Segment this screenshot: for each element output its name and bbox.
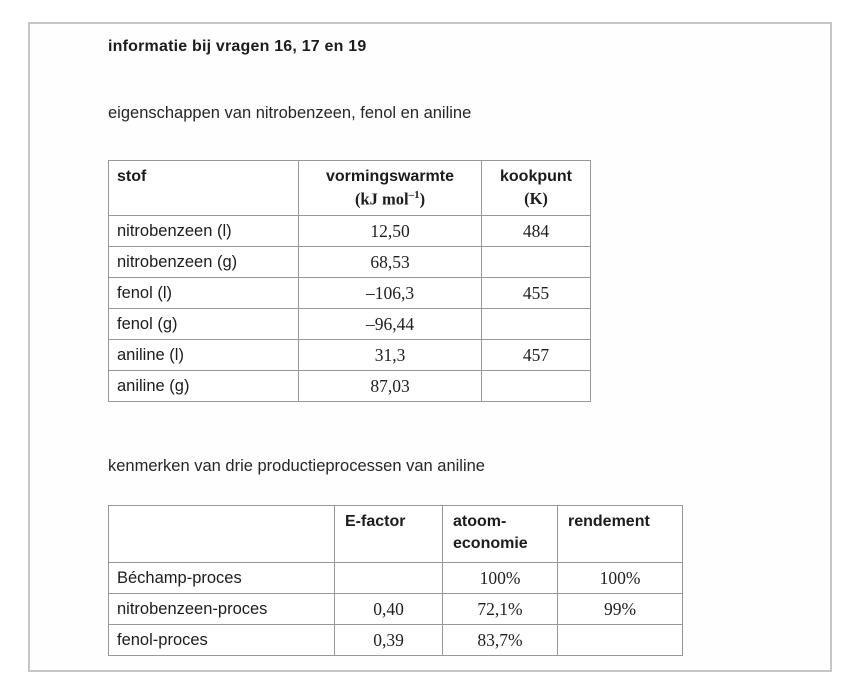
cell-proces: Béchamp-proces [108,562,335,594]
column-header-vormingswarmte: vormingswarmte (kJ mol–1) [298,160,482,216]
column-header-kookpunt: kookpunt (K) [481,160,591,216]
cell-kookpunt [481,308,591,340]
processes-table-caption: kenmerken van drie productieprocessen va… [108,457,485,475]
table-header-row: stof vormingswarmte (kJ mol–1) kookpunt … [108,160,591,216]
cell-rendement: 100% [557,562,683,594]
cell-atoom-economie: 83,7% [442,624,558,656]
cell-kookpunt [481,370,591,402]
table-row: nitrobenzeen (g) 68,53 [108,246,591,278]
cell-rendement [557,624,683,656]
properties-table: stof vormingswarmte (kJ mol–1) kookpunt … [108,160,591,402]
table-row: fenol-proces 0,39 83,7% [108,624,683,656]
column-header-atoom-economie: atoom- economie [442,505,558,563]
cell-vormingswarmte: 68,53 [298,246,482,278]
cell-proces: nitrobenzeen-proces [108,593,335,625]
cell-atoom-economie: 100% [442,562,558,594]
cell-kookpunt: 455 [481,277,591,309]
table-header-row: E-factor atoom- economie rendement [108,505,683,563]
cell-stof: fenol (g) [108,308,299,340]
table-row: fenol (g) –96,44 [108,308,591,340]
cell-proces: fenol-proces [108,624,335,656]
cell-vormingswarmte: 31,3 [298,339,482,371]
table-row: aniline (l) 31,3 457 [108,339,591,371]
cell-kookpunt: 484 [481,215,591,247]
vormingswarmte-unit: (kJ mol–1) [354,188,426,209]
vormingswarmte-label: vormingswarmte [325,168,455,185]
cell-stof: aniline (g) [108,370,299,402]
table-row: nitrobenzeen-proces 0,40 72,1% 99% [108,593,683,625]
cell-kookpunt: 457 [481,339,591,371]
processes-table: E-factor atoom- economie rendement Bécha… [108,505,683,656]
kookpunt-label: kookpunt [500,168,572,185]
cell-kookpunt [481,246,591,278]
kookpunt-unit: (K) [524,188,548,208]
table-row: fenol (l) –106,3 455 [108,277,591,309]
cell-vormingswarmte: 87,03 [298,370,482,402]
cell-vormingswarmte: –96,44 [298,308,482,340]
cell-e-factor [334,562,443,594]
cell-stof: nitrobenzeen (g) [108,246,299,278]
atoom-economie-line1: atoom- [453,513,507,530]
column-header-e-factor: E-factor [334,505,443,563]
properties-table-caption: eigenschappen van nitrobenzeen, fenol en… [108,104,472,122]
cell-stof: aniline (l) [108,339,299,371]
column-header-stof: stof [108,160,299,216]
table-row: nitrobenzeen (l) 12,50 484 [108,215,591,247]
cell-atoom-economie: 72,1% [442,593,558,625]
table-row: Béchamp-proces 100% 100% [108,562,683,594]
atoom-economie-line2: economie [453,534,528,552]
info-heading: informatie bij vragen 16, 17 en 19 [108,38,367,55]
column-header-rendement: rendement [557,505,683,563]
cell-rendement: 99% [557,593,683,625]
cell-vormingswarmte: –106,3 [298,277,482,309]
cell-e-factor: 0,39 [334,624,443,656]
cell-vormingswarmte: 12,50 [298,215,482,247]
cell-e-factor: 0,40 [334,593,443,625]
page-frame: informatie bij vragen 16, 17 en 19 eigen… [28,22,832,672]
table-row: aniline (g) 87,03 [108,370,591,402]
cell-stof: nitrobenzeen (l) [108,215,299,247]
column-header-proces [108,505,335,563]
cell-stof: fenol (l) [108,277,299,309]
